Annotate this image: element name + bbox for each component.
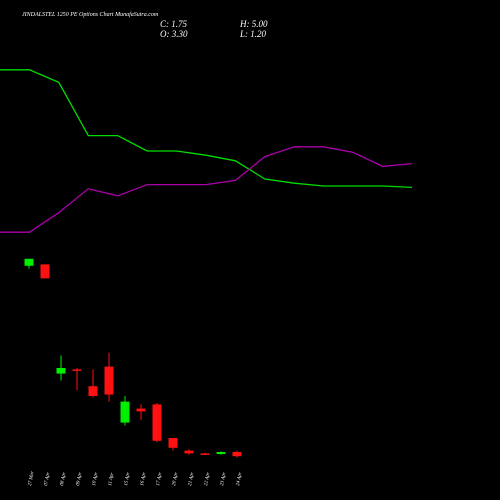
x-tick-label: 20 Apr <box>172 472 179 486</box>
candle-body <box>232 452 242 457</box>
info-open: O: 3.30 <box>160 29 188 39</box>
candle-body <box>104 366 114 395</box>
candle-body <box>56 368 66 374</box>
candle-body <box>40 264 50 279</box>
indicator-line <box>0 146 413 233</box>
x-tick-label: 09 Apr <box>76 472 83 486</box>
x-tick-label: 22 Apr <box>204 472 211 486</box>
indicator-line <box>0 69 413 189</box>
candle-body <box>184 450 194 454</box>
x-tick-label: 23 Apr <box>220 472 227 486</box>
candle-body <box>152 404 162 441</box>
candle-body <box>168 438 178 448</box>
x-tick-label: 16 Apr <box>140 472 147 486</box>
candle-body <box>120 401 130 423</box>
candle-body <box>136 408 146 412</box>
x-tick-label: 17 Apr <box>156 472 163 486</box>
x-tick-label: 11 Apr <box>108 472 115 486</box>
x-tick-label: 15 Apr <box>124 472 131 486</box>
x-tick-label: 07 Apr <box>44 472 51 486</box>
chart-title: JINDALSTEL 1250 PE Options Chart MunafaS… <box>22 11 159 18</box>
candle-body <box>200 453 210 455</box>
candle-body <box>216 452 226 454</box>
x-tick-label: 10 Apr <box>92 472 99 486</box>
x-tick-label: 24 Apr <box>236 472 243 486</box>
x-tick-label: 27 Mar <box>28 471 36 487</box>
info-high: H: 5.00 <box>239 19 268 29</box>
candle-body <box>24 258 34 266</box>
info-close: C: 1.75 <box>160 19 188 29</box>
candle-body <box>88 386 98 396</box>
info-low: L: 1.20 <box>239 29 267 39</box>
candle-body <box>72 369 82 371</box>
x-tick-label: 08 Apr <box>60 472 67 486</box>
x-tick-label: 21 Apr <box>188 472 195 486</box>
